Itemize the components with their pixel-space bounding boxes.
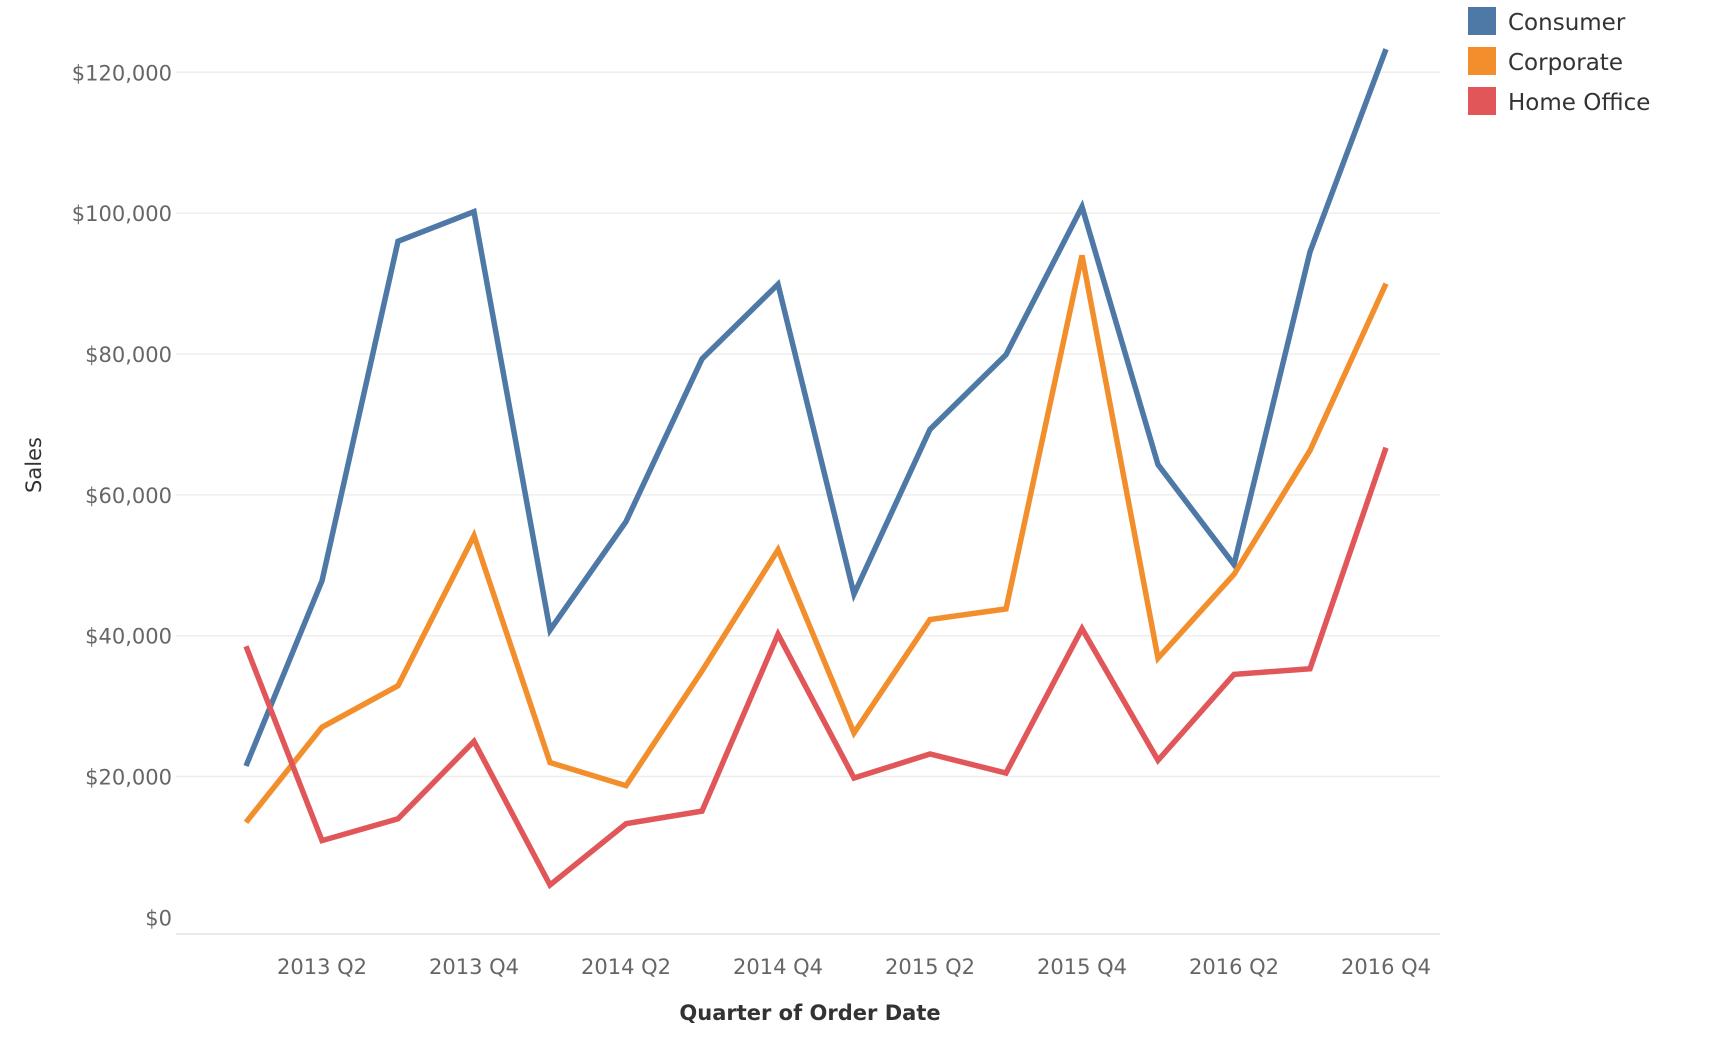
x-tick-label: 2015 Q4 xyxy=(1037,955,1127,979)
y-axis-title: Sales xyxy=(22,437,46,493)
x-tick-label: 2016 Q2 xyxy=(1189,955,1279,979)
legend-label: Consumer xyxy=(1508,10,1626,36)
legend-label: Corporate xyxy=(1508,50,1623,76)
x-tick-label: 2015 Q2 xyxy=(885,955,975,979)
x-tick-label: 2014 Q4 xyxy=(733,955,823,979)
x-tick-label: 2013 Q4 xyxy=(429,955,519,979)
series-line-corporate xyxy=(243,254,1389,825)
x-tick-label: 2013 Q2 xyxy=(277,955,367,979)
series-line-consumer xyxy=(243,48,1389,768)
series-lines xyxy=(243,48,1389,890)
y-tick-label: $120,000 xyxy=(72,61,172,85)
y-tick-label: $100,000 xyxy=(72,202,172,226)
y-tick-label: $20,000 xyxy=(85,766,172,790)
legend-label: Home Office xyxy=(1508,90,1650,116)
legend-swatch xyxy=(1468,87,1496,115)
y-axis-ticks: $0 $20,000 $40,000 $60,000 $80,000 $100,000 $1… xyxy=(72,61,172,930)
gridlines xyxy=(176,71,1440,778)
x-axis-ticks: 2013 Q2 2013 Q4 2014 Q2 2014 Q4 2015 Q2 2015 … xyxy=(277,955,1431,979)
x-tick-label: 2016 Q4 xyxy=(1341,955,1431,979)
series-line-home-office xyxy=(243,446,1389,890)
y-tick-label: $40,000 xyxy=(85,625,172,649)
legend-swatch xyxy=(1468,47,1496,75)
legend: Consumer Corporate Home Office xyxy=(1468,7,1650,116)
x-tick-label: 2014 Q2 xyxy=(581,955,671,979)
x-axis-title: Quarter of Order Date xyxy=(679,1001,940,1025)
y-tick-label: $80,000 xyxy=(85,343,172,367)
legend-swatch xyxy=(1468,7,1496,35)
y-tick-label: $60,000 xyxy=(85,484,172,508)
y-tick-label: $0 xyxy=(145,906,172,930)
